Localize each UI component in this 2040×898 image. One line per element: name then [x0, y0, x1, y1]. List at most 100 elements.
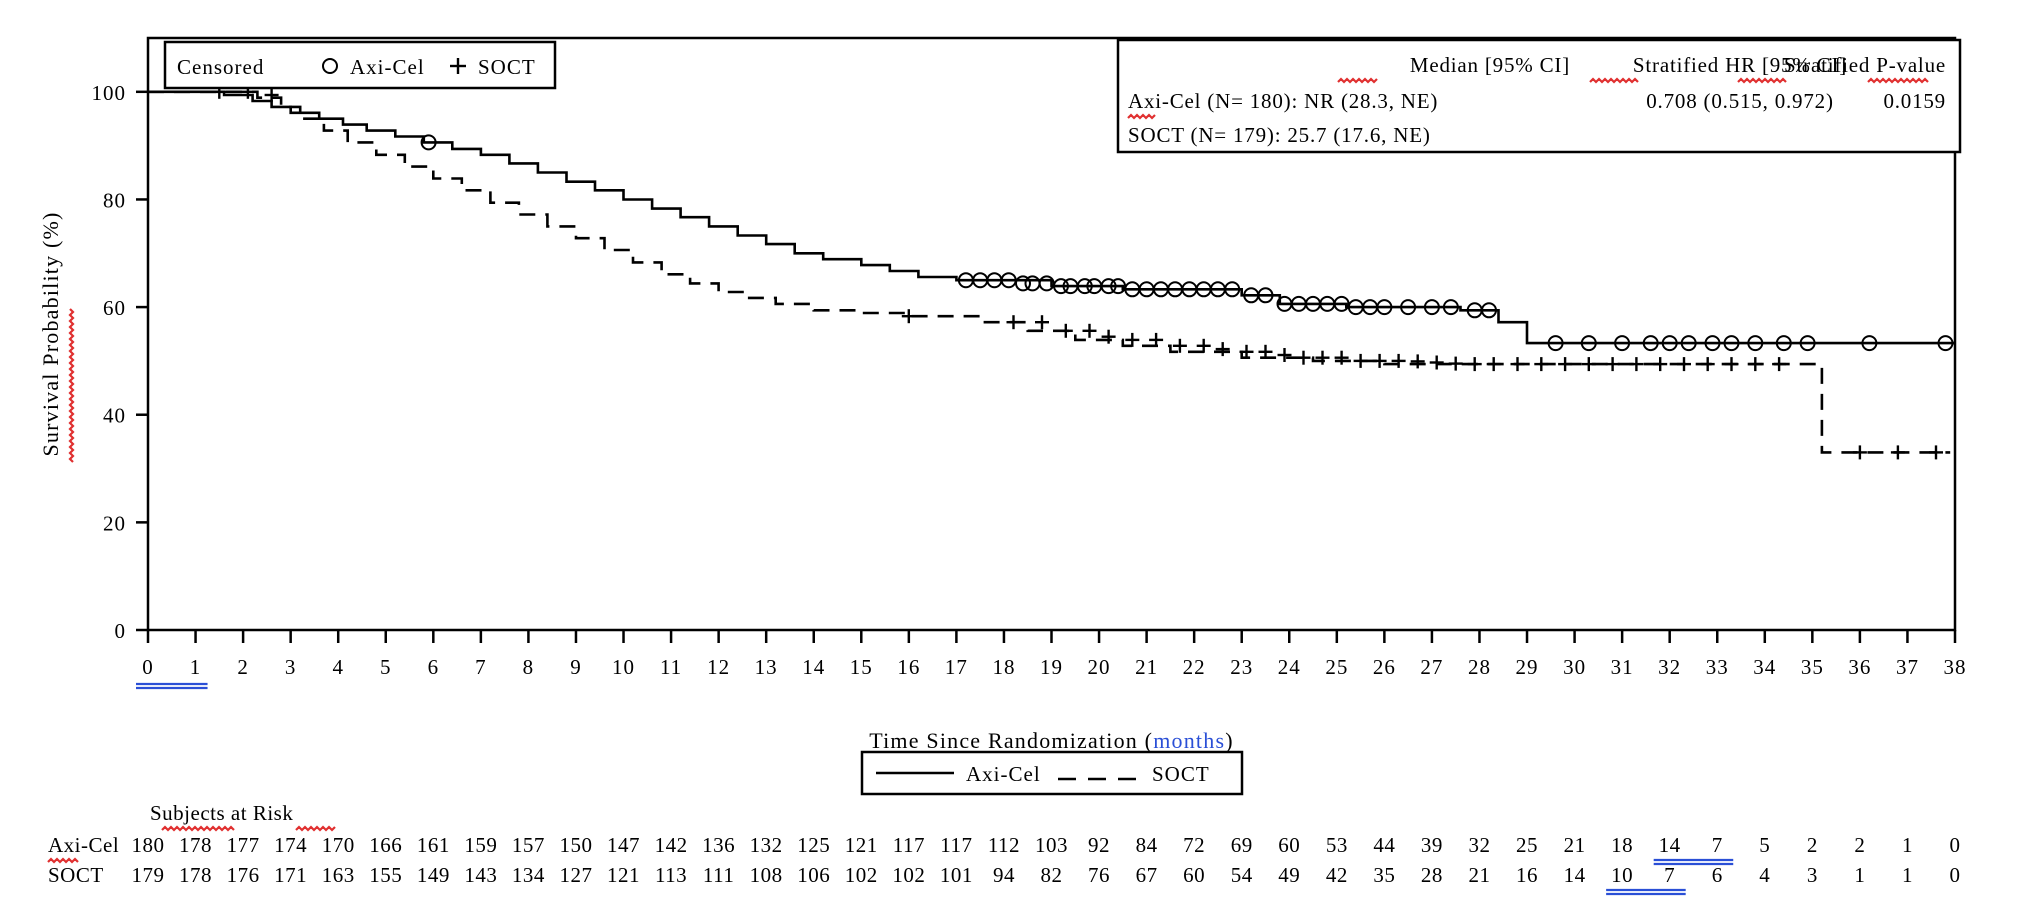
y-tick-label: 100	[92, 81, 127, 105]
censor-circle	[1100, 278, 1117, 295]
risk-cell: 18	[1611, 833, 1633, 857]
risk-cell: 6	[1712, 863, 1723, 887]
risk-cell: 60	[1278, 833, 1300, 857]
censor-circle	[1799, 335, 1816, 352]
censor-circle	[1423, 299, 1440, 316]
risk-cell: 102	[845, 863, 878, 887]
y-axis-title-text: Survival Probability (%)	[38, 211, 63, 456]
x-tick-label: 31	[1611, 655, 1634, 679]
risk-cell: 178	[179, 863, 212, 887]
risk-cell: 54	[1231, 863, 1253, 887]
x-tick-label: 18	[992, 655, 1015, 679]
risk-cell: 111	[703, 863, 734, 887]
risk-cell: 142	[655, 833, 688, 857]
risk-cell: 0	[1950, 833, 1961, 857]
risk-cell: 113	[655, 863, 687, 887]
x-tick-label: 4	[332, 655, 344, 679]
risk-cell: 127	[559, 863, 592, 887]
x-tick-label: 1	[190, 655, 202, 679]
risk-cell: 67	[1136, 863, 1158, 887]
censor-circle	[1076, 278, 1093, 295]
censor-circle	[1015, 275, 1031, 292]
stats-row-1-pvalue: 0.0159	[1883, 89, 1946, 113]
risk-cell: 121	[607, 863, 640, 887]
risk-cell: 170	[322, 833, 355, 857]
stats-header-median: Median [95% CI]	[1410, 53, 1570, 77]
censor-circle	[420, 134, 437, 151]
y-tick-label: 0	[115, 619, 127, 643]
y-tick-label: 60	[103, 296, 126, 320]
risk-cell: 179	[132, 863, 165, 887]
x-tick-label: 3	[285, 655, 297, 679]
risk-cell: 69	[1231, 833, 1253, 857]
x-tick-label: 34	[1753, 655, 1776, 679]
risk-cell: 60	[1183, 863, 1205, 887]
stats-header-pvalue: Stratified P-value	[1784, 53, 1946, 77]
risk-cell: 7	[1664, 863, 1675, 887]
curve-legend-box: Axi-Cel SOCT	[860, 750, 1244, 796]
censored-legend-box: Censored Axi-Cel SOCT	[163, 40, 557, 90]
survival-curve-soct	[148, 90, 1951, 454]
x-axis: 0 1 2 3 4 5 6 7 8 9 10 11 12 13 14 15 16 17 18 19 20 21 22 23 24…	[136, 630, 1966, 690]
pvalue-word-spellcheck-underline	[1867, 77, 1929, 84]
risk-cell: 3	[1807, 863, 1818, 887]
x-tick-label: 22	[1183, 655, 1206, 679]
risk-cell: 42	[1326, 863, 1348, 887]
risk-cell: 117	[940, 833, 972, 857]
x-tick-label: 26	[1373, 655, 1396, 679]
censor-circle	[1861, 335, 1878, 352]
y-title-spellcheck-underline	[68, 308, 75, 463]
x-tick-label: 27	[1420, 655, 1443, 679]
risk-cell: 177	[227, 833, 260, 857]
x-tick-label: 25	[1325, 655, 1348, 679]
risk-cell: 132	[750, 833, 783, 857]
risk-axicel-label-underline	[47, 857, 79, 864]
censor-circle	[1257, 287, 1274, 304]
risk-title-subjects-underline	[161, 825, 235, 832]
x-tick-label: 33	[1706, 655, 1729, 679]
risk-cell: 166	[369, 833, 402, 857]
risk-table-title: Subjects at Risk	[150, 801, 293, 825]
censor-circle	[1661, 335, 1678, 352]
risk-cell: 103	[1035, 833, 1068, 857]
x-tick-label: 17	[945, 655, 968, 679]
censored-legend-border	[163, 40, 557, 90]
curve-legend-label-soct: SOCT	[1152, 762, 1210, 786]
risk-cell: 178	[179, 833, 212, 857]
pvalue-stratified-spellcheck-underline	[1737, 77, 1787, 84]
x-tick-label: 16	[897, 655, 920, 679]
risk-cell: 150	[559, 833, 592, 857]
x-tick-label: 9	[570, 655, 582, 679]
risk-cell: 5	[1759, 833, 1770, 857]
x-tick-label: 2	[237, 655, 249, 679]
risk-cell: 0	[1950, 863, 1961, 887]
statistics-box-border	[1116, 38, 1962, 154]
risk-cell: 102	[892, 863, 925, 887]
censor-circle	[1580, 335, 1597, 352]
censor-circle	[1376, 299, 1393, 316]
x-tick-label: 29	[1516, 655, 1539, 679]
risk-cell: 25	[1516, 833, 1538, 857]
risk-cell: 35	[1373, 863, 1395, 887]
y-axis: 0 20 40 60 80 100	[92, 81, 148, 643]
x-axis-title: Time Since Randomization (months)	[869, 728, 1234, 762]
risk-cell: 125	[797, 833, 830, 857]
stats-row-1-group-median: Axi-Cel (N= 180): NR (28.3, NE)	[1128, 89, 1438, 113]
x-tick-label: 14	[802, 655, 825, 679]
y-tick-label: 20	[103, 511, 126, 535]
risk-cell: 14	[1659, 833, 1681, 857]
risk-cell: 159	[464, 833, 497, 857]
risk-cell: 180	[132, 833, 165, 857]
x-axis-title-text: Time Since Randomization (months)	[869, 728, 1234, 753]
x-tick-label: 15	[850, 655, 873, 679]
risk-cell: 39	[1421, 833, 1443, 857]
risk-cell: 112	[988, 833, 1020, 857]
risk-cell: 49	[1278, 863, 1300, 887]
censored-legend-label: Censored	[177, 55, 264, 79]
censor-circle	[1053, 278, 1069, 295]
median-spellcheck-underline	[1337, 77, 1378, 84]
stats-header-hr: Stratified HR [95% CI]	[1633, 53, 1847, 77]
